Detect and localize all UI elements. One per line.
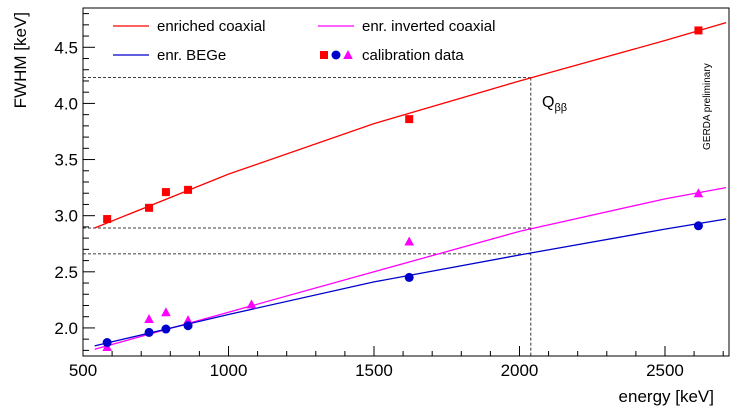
data-point-triangle — [404, 236, 415, 246]
fit-curve-circle — [94, 218, 727, 347]
data-point-circle — [161, 324, 171, 334]
fit-curves — [94, 21, 727, 350]
data-point-triangle — [144, 313, 154, 323]
data-point-triangle — [693, 188, 704, 198]
data-point-square — [103, 215, 112, 224]
data-point-square — [145, 203, 154, 212]
y-tick-label: 4.5 — [54, 38, 78, 57]
qbb-label-main: Q — [542, 94, 554, 111]
legend-marker-triangle — [343, 50, 353, 59]
data-point-circle — [144, 327, 154, 337]
data-point-circle — [693, 221, 703, 231]
side-annotation: GERDA preliminary — [702, 63, 713, 150]
data-point-square — [694, 26, 703, 35]
y-tick-label: 3.0 — [54, 207, 78, 226]
x-tick-label: 1000 — [210, 361, 248, 380]
x-tick-label: 2000 — [501, 361, 539, 380]
y-tick-label: 2.5 — [54, 263, 78, 282]
legend-label-3: calibration data — [362, 47, 464, 64]
fit-curve-triangle — [94, 186, 727, 350]
data-point-circle — [183, 321, 193, 331]
data-point-square — [405, 115, 414, 124]
qbb-reference-lines — [83, 77, 532, 356]
legend-marker-circle — [331, 50, 341, 60]
x-tick-label: 1500 — [355, 361, 393, 380]
qbb-label: Qββ — [542, 94, 567, 114]
data-point-circle — [404, 272, 414, 282]
data-point-square — [184, 185, 193, 194]
x-tick-label: 500 — [69, 361, 97, 380]
data-point-triangle — [246, 299, 257, 309]
legend: enriched coaxial enr. inverted coaxial enr… — [113, 18, 495, 64]
x-axis-label: energy [keV] — [619, 387, 714, 406]
y-axis-label: FWHM [keV] — [11, 12, 30, 108]
data-point-square — [161, 188, 170, 197]
legend-label-1: enr. inverted coaxial — [362, 18, 495, 35]
y-tick-label: 2.0 — [54, 319, 78, 338]
qbb-label-subscript: ββ — [554, 102, 567, 114]
y-tick-label: 3.5 — [54, 151, 78, 170]
data-point-triangle — [183, 315, 193, 325]
legend-label-0: enriched coaxial — [157, 18, 265, 35]
axes: 500 1000 1500 2000 2500 2.0 2.5 3.0 3.5 4.0 4.5 — [54, 13, 724, 380]
legend-label-2: enr. BEGe — [157, 47, 226, 64]
x-tick-label: 2500 — [646, 361, 684, 380]
fit-curve-square — [94, 21, 727, 229]
calibration-markers — [102, 26, 704, 352]
legend-marker-square — [320, 51, 328, 59]
y-tick-label: 4.0 — [54, 94, 78, 113]
data-point-triangle — [161, 307, 171, 317]
data-point-circle — [102, 338, 112, 348]
